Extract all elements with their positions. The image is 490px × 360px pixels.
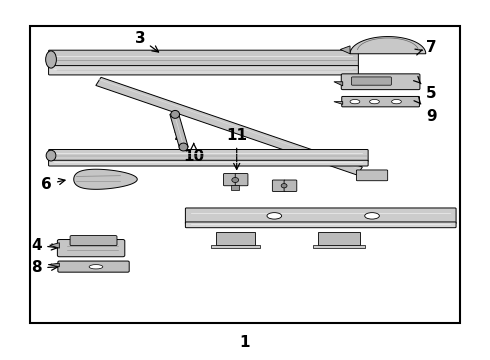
Polygon shape [49, 243, 59, 248]
FancyBboxPatch shape [284, 180, 297, 192]
FancyBboxPatch shape [272, 180, 285, 192]
FancyBboxPatch shape [57, 239, 125, 257]
FancyBboxPatch shape [70, 235, 117, 246]
Text: 1: 1 [240, 334, 250, 350]
Polygon shape [96, 77, 363, 175]
FancyBboxPatch shape [49, 66, 358, 75]
Ellipse shape [365, 213, 379, 219]
Ellipse shape [179, 143, 188, 151]
Ellipse shape [46, 51, 56, 68]
FancyBboxPatch shape [342, 96, 419, 107]
Ellipse shape [89, 265, 103, 269]
FancyBboxPatch shape [341, 74, 420, 90]
Text: 6: 6 [41, 177, 65, 192]
Text: 9: 9 [414, 97, 437, 124]
Text: 5: 5 [414, 76, 437, 102]
Polygon shape [340, 46, 350, 54]
Polygon shape [350, 37, 426, 54]
FancyBboxPatch shape [356, 170, 388, 181]
FancyBboxPatch shape [235, 174, 248, 186]
Polygon shape [334, 102, 343, 104]
Ellipse shape [267, 213, 282, 219]
Ellipse shape [171, 111, 179, 118]
Ellipse shape [232, 177, 239, 183]
Text: 10: 10 [183, 143, 204, 164]
Polygon shape [74, 169, 137, 189]
Bar [211, 244, 260, 248]
Text: 4: 4 [31, 238, 58, 253]
FancyBboxPatch shape [185, 222, 456, 228]
Bar [216, 232, 255, 244]
FancyBboxPatch shape [351, 77, 392, 85]
Polygon shape [48, 263, 59, 267]
Polygon shape [334, 82, 343, 86]
Ellipse shape [350, 99, 360, 104]
Text: 2: 2 [173, 125, 184, 143]
Text: 3: 3 [135, 31, 159, 52]
Ellipse shape [392, 99, 401, 104]
Bar [314, 244, 365, 248]
Ellipse shape [369, 99, 379, 104]
Text: 7: 7 [415, 40, 437, 55]
Bar [30, 26, 460, 323]
FancyBboxPatch shape [49, 149, 368, 162]
Bar [318, 232, 360, 244]
FancyBboxPatch shape [49, 50, 358, 69]
Ellipse shape [281, 184, 287, 188]
FancyBboxPatch shape [223, 174, 236, 186]
FancyBboxPatch shape [185, 208, 456, 224]
Text: 8: 8 [31, 260, 58, 275]
Text: 11: 11 [226, 128, 247, 169]
FancyBboxPatch shape [58, 261, 129, 272]
FancyBboxPatch shape [49, 160, 368, 166]
Polygon shape [170, 113, 188, 148]
Bar [231, 185, 239, 190]
Ellipse shape [46, 150, 56, 161]
